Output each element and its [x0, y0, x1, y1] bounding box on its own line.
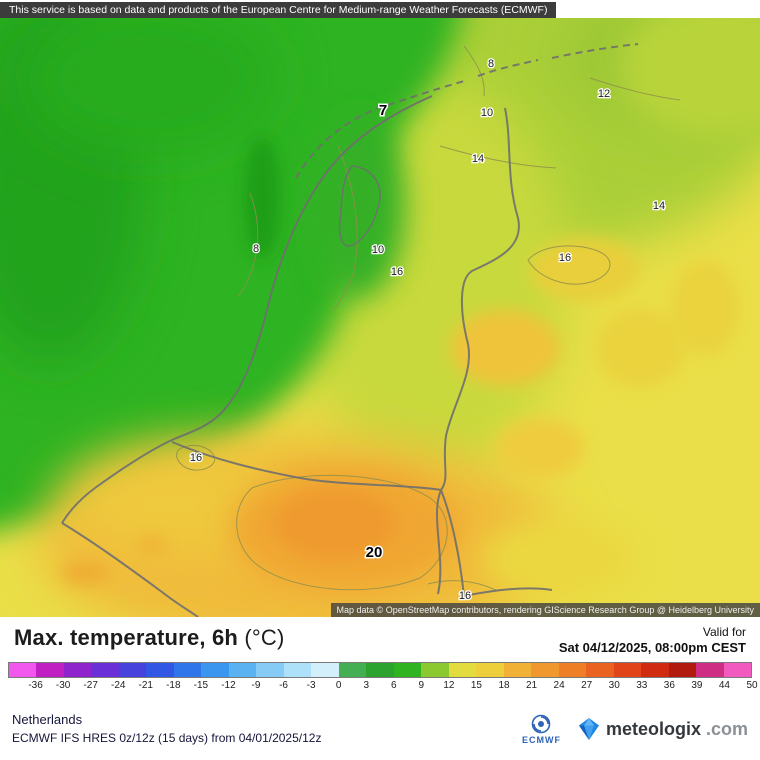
isoline-label: 16: [190, 452, 202, 464]
scale-segment: [421, 663, 449, 678]
title-unit: (°C): [244, 625, 285, 650]
isoline-label: 10: [481, 107, 493, 119]
brand-tld: .com: [705, 718, 748, 739]
scale-segment: [91, 663, 119, 678]
meteologix-logo[interactable]: meteologix .com: [577, 717, 748, 741]
scale-segment: [613, 663, 642, 678]
temperature-map-svg: 7 8 10 12 14 14 8 10 16 16 16 20 16: [0, 18, 760, 617]
top-banner-strip: This service is based on data and produc…: [0, 0, 760, 19]
weather-map[interactable]: 7 8 10 12 14 14 8 10 16 16 16 20 16 Map data © OpenS…: [0, 18, 760, 617]
ecmwf-label: ECMWF: [521, 734, 561, 745]
valid-for-label: Valid for: [702, 625, 746, 639]
ecmwf-logo: ECMWF: [522, 714, 561, 745]
scale-tick: 27: [581, 680, 593, 692]
title-text: Max. temperature, 6h: [14, 625, 239, 650]
region-label: Netherlands: [12, 712, 83, 728]
scale-tick: 36: [663, 680, 675, 692]
scale-segment: [641, 663, 669, 678]
valid-time-block: Valid for Sat 04/12/2025, 08:00pm CEST: [559, 625, 746, 656]
scale-segment: [366, 663, 394, 678]
scale-segment: [256, 663, 284, 678]
isoline-label: 14: [472, 153, 484, 165]
scale-segment: [476, 663, 504, 678]
scale-tick: 6: [390, 680, 397, 692]
scale-segment: [723, 663, 752, 678]
isotherm-contours: [176, 45, 681, 591]
scale-segment: [201, 663, 229, 678]
page-title: Max. temperature, 6h (°C): [14, 625, 285, 651]
valid-datetime: Sat 04/12/2025, 08:00pm CEST: [558, 640, 746, 655]
isoline-labels: 7 8 10 12 14 14 8 10 16 16 16 20 16: [189, 57, 667, 604]
scale-segment: [696, 663, 724, 678]
scale-tick: -36: [28, 680, 43, 692]
scale-segment: [118, 663, 147, 678]
country-borders: [61, 107, 553, 617]
scale-tick: -6: [279, 680, 288, 692]
temperature-field: [0, 18, 760, 617]
scale-bar: [8, 662, 752, 679]
isoline-label: 7: [379, 102, 387, 119]
isoline-label: 12: [598, 88, 610, 100]
isoline-label: 16: [459, 590, 471, 602]
map-attribution: Map data © OpenStreetMap contributors, r…: [330, 603, 760, 617]
scale-tick: 18: [498, 680, 510, 692]
scale-tick: -15: [193, 680, 209, 692]
scale-segment: [531, 663, 559, 678]
isoline-label: 8: [253, 243, 259, 255]
scale-tick: -30: [55, 680, 71, 692]
isoline-label: 10: [372, 244, 384, 256]
scale-tick: 50: [746, 680, 758, 692]
scale-tick: 15: [470, 680, 482, 692]
ecmwf-swirl-icon: [532, 714, 551, 734]
scale-tick: -21: [138, 680, 153, 692]
scale-segment: [448, 663, 477, 678]
isoline-label: 14: [653, 200, 665, 212]
scale-segment: [173, 663, 202, 678]
scale-tick: 44: [718, 680, 730, 692]
scale-segment: [9, 663, 37, 678]
scale-tick: -27: [83, 680, 98, 692]
scale-tick: 39: [691, 680, 703, 692]
scale-tick: 24: [553, 680, 565, 692]
isoline-label: 16: [559, 252, 571, 264]
brand-name: meteologix: [605, 718, 701, 739]
scale-tick: -3: [306, 680, 316, 692]
isoline-label: 20: [366, 544, 383, 561]
scale-segment: [503, 663, 532, 678]
scale-tick: -9: [251, 680, 261, 692]
scale-tick: 3: [363, 680, 369, 692]
scale-segment: [63, 663, 92, 678]
legend-panel: Max. temperature, 6h (°C) Valid for Sat …: [0, 617, 760, 760]
scale-segment: [146, 663, 174, 678]
scale-tick: 0: [335, 680, 342, 692]
temperature-scale: [8, 662, 752, 679]
scale-segment: [668, 663, 697, 678]
ecmwf-service-banner: This service is based on data and produc…: [0, 2, 557, 19]
scale-tick: 12: [443, 680, 455, 692]
footer: Netherlands ECMWF IFS HRES 0z/12z (15 da…: [0, 693, 760, 747]
scale-segment: [283, 663, 312, 678]
scale-tick: -18: [166, 680, 181, 692]
scale-segment: [36, 663, 64, 678]
scale-ticks: -36 -30 -27 -24 -21 -18 -15 -12 -9 -6 -3 0 3 6 9 12 15 18…: [8, 680, 757, 693]
scale-segment: [228, 663, 257, 678]
scale-tick: -24: [110, 680, 126, 692]
isoline-label: 8: [488, 58, 494, 70]
scale-segment: [586, 663, 614, 678]
footer-info: Netherlands ECMWF IFS HRES 0z/12z (15 da…: [12, 711, 321, 747]
coastline: [61, 43, 639, 524]
scale-tick: 30: [608, 680, 620, 692]
scale-tick: 9: [418, 680, 425, 692]
model-run-label: ECMWF IFS HRES 0z/12z (15 days) from 04/…: [12, 731, 322, 746]
scale-segment: [558, 663, 587, 678]
brand-logos: ECMWF meteologix .com: [522, 714, 748, 745]
isoline-label: 16: [391, 266, 403, 278]
scale-segment: [338, 663, 367, 678]
scale-tick: 33: [636, 680, 648, 692]
scale-segment: [311, 663, 339, 678]
meteologix-diamond-icon: [578, 718, 599, 741]
scale-tick: -12: [221, 680, 236, 692]
scale-segment: [393, 663, 422, 678]
scale-tick: 21: [525, 680, 538, 692]
